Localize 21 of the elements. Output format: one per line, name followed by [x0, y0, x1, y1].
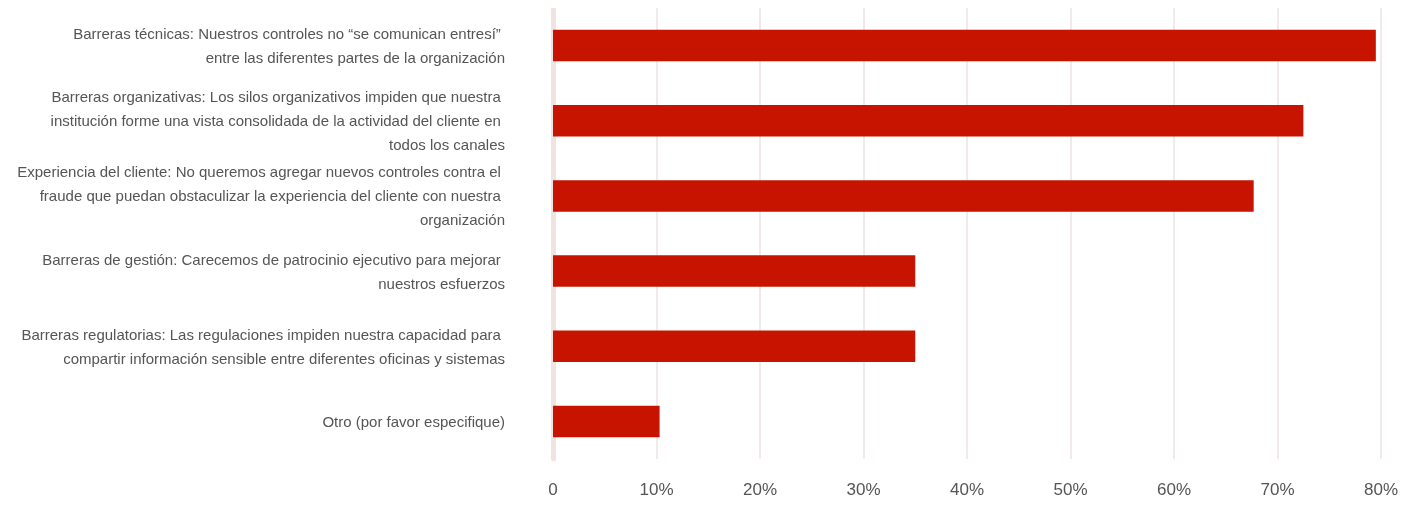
bar	[553, 180, 1254, 212]
y-tick-label: Otro (por favor especifique)	[322, 412, 505, 430]
y-tick-label: Experiencia del cliente: No queremos agregar nuevos controles contra el fraude que puedan obstaculizar la experiencia del cliente con nuestra organización	[17, 163, 505, 229]
x-tick-label: 70%	[1260, 480, 1295, 499]
bar	[553, 330, 916, 363]
x-tick-label: 50%	[1053, 480, 1088, 499]
bar	[553, 104, 1304, 137]
y-tick-label: Barreras organizativas: Los silos organizativos impiden que nuestra institución forme una vista consolidada de la actividad del cliente en todos los canales	[50, 88, 505, 154]
bar	[553, 255, 916, 287]
x-tick-label: 80%	[1363, 480, 1399, 499]
x-tick-label: 10%	[639, 480, 674, 499]
bar	[553, 405, 660, 438]
y-tick-label: Barreras regulatorias: Las regulaciones impiden nuestra capacidad para compartir información sensible entre diferentes oficinas y sistemas	[21, 325, 505, 367]
x-tick-label: 30%	[846, 480, 881, 499]
bar	[553, 29, 1376, 62]
y-tick-label: Barreras técnicas: Nuestros controles no “se comunican entresí” entre las diferentes partes de la organización	[73, 25, 505, 67]
x-tick-label: 60%	[1156, 480, 1192, 499]
x-tick-label: 40%	[949, 480, 985, 499]
x-tick-label: 20%	[742, 480, 778, 499]
y-tick-label: Barreras de gestión: Carecemos de patrocinio ejecutivo para mejorar nuestros esfuerzos	[42, 250, 505, 292]
x-tick-label: 0	[548, 480, 558, 499]
